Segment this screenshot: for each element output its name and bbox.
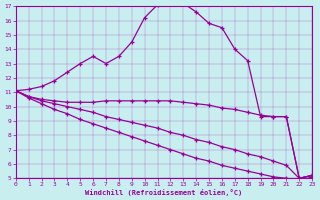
X-axis label: Windchill (Refroidissement éolien,°C): Windchill (Refroidissement éolien,°C) [85, 189, 243, 196]
